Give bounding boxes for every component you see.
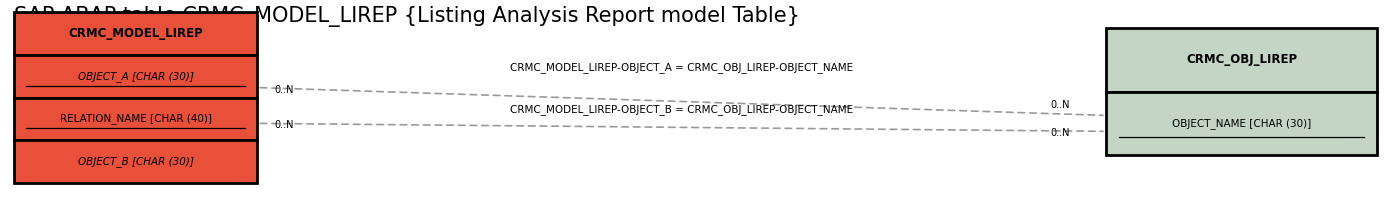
Text: RELATION_NAME [CHAR (40)]: RELATION_NAME [CHAR (40)]	[60, 113, 211, 124]
FancyBboxPatch shape	[1106, 92, 1377, 155]
FancyBboxPatch shape	[14, 98, 257, 140]
Text: CRMC_MODEL_LIREP-OBJECT_A = CRMC_OBJ_LIREP-OBJECT_NAME: CRMC_MODEL_LIREP-OBJECT_A = CRMC_OBJ_LIR…	[510, 62, 853, 73]
Text: OBJECT_A [CHAR (30)]: OBJECT_A [CHAR (30)]	[78, 71, 193, 82]
Text: CRMC_MODEL_LIREP-OBJECT_B = CRMC_OBJ_LIREP-OBJECT_NAME: CRMC_MODEL_LIREP-OBJECT_B = CRMC_OBJ_LIR…	[510, 104, 853, 115]
Text: SAP ABAP table CRMC_MODEL_LIREP {Listing Analysis Report model Table}: SAP ABAP table CRMC_MODEL_LIREP {Listing…	[14, 6, 800, 27]
FancyBboxPatch shape	[1106, 28, 1377, 92]
FancyBboxPatch shape	[14, 12, 257, 55]
Text: 0..N: 0..N	[1050, 128, 1070, 138]
Text: CRMC_MODEL_LIREP: CRMC_MODEL_LIREP	[68, 27, 203, 40]
Text: 0..N: 0..N	[274, 85, 294, 95]
Text: 0..N: 0..N	[1050, 100, 1070, 110]
Text: OBJECT_B [CHAR (30)]: OBJECT_B [CHAR (30)]	[78, 156, 193, 167]
FancyBboxPatch shape	[14, 140, 257, 183]
FancyBboxPatch shape	[14, 55, 257, 98]
Text: 0..N: 0..N	[274, 120, 294, 130]
Text: CRMC_OBJ_LIREP: CRMC_OBJ_LIREP	[1187, 53, 1296, 66]
Text: OBJECT_NAME [CHAR (30)]: OBJECT_NAME [CHAR (30)]	[1171, 118, 1312, 129]
